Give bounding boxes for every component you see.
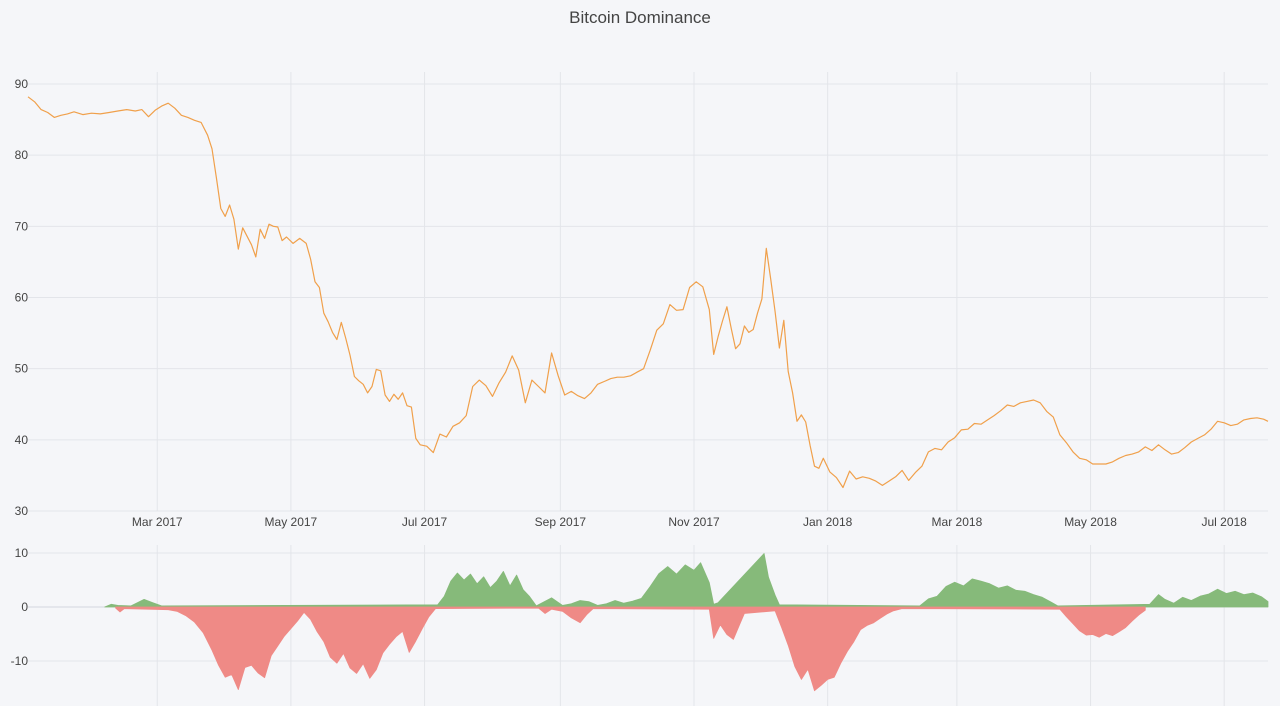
bottom-y-tick-label: 0 [21, 600, 28, 614]
x-tick-label: Sep 2017 [535, 515, 587, 529]
x-tick-label: Nov 2017 [668, 515, 720, 529]
positive-area [104, 553, 1269, 608]
y-tick-label: 60 [15, 291, 29, 305]
x-tick-label: Jan 2018 [803, 515, 853, 529]
x-tick-label: Jul 2018 [1201, 515, 1247, 529]
x-tick-label: May 2018 [1064, 515, 1117, 529]
chart-title: Bitcoin Dominance [569, 8, 711, 27]
y-tick-label: 30 [15, 504, 29, 518]
x-tick-label: May 2017 [265, 515, 318, 529]
x-tick-label: Mar 2017 [132, 515, 183, 529]
y-tick-label: 80 [15, 148, 29, 162]
bottom-y-tick-label: -10 [11, 654, 29, 668]
x-tick-label: Jul 2017 [402, 515, 448, 529]
y-tick-label: 40 [15, 433, 29, 447]
negative-area [115, 606, 1146, 692]
y-tick-label: 70 [15, 219, 29, 233]
y-tick-label: 90 [15, 77, 29, 91]
x-tick-label: Mar 2018 [932, 515, 983, 529]
bottom-y-tick-label: 10 [15, 546, 29, 560]
dominance-line [27, 96, 1269, 489]
y-tick-label: 50 [15, 362, 29, 376]
